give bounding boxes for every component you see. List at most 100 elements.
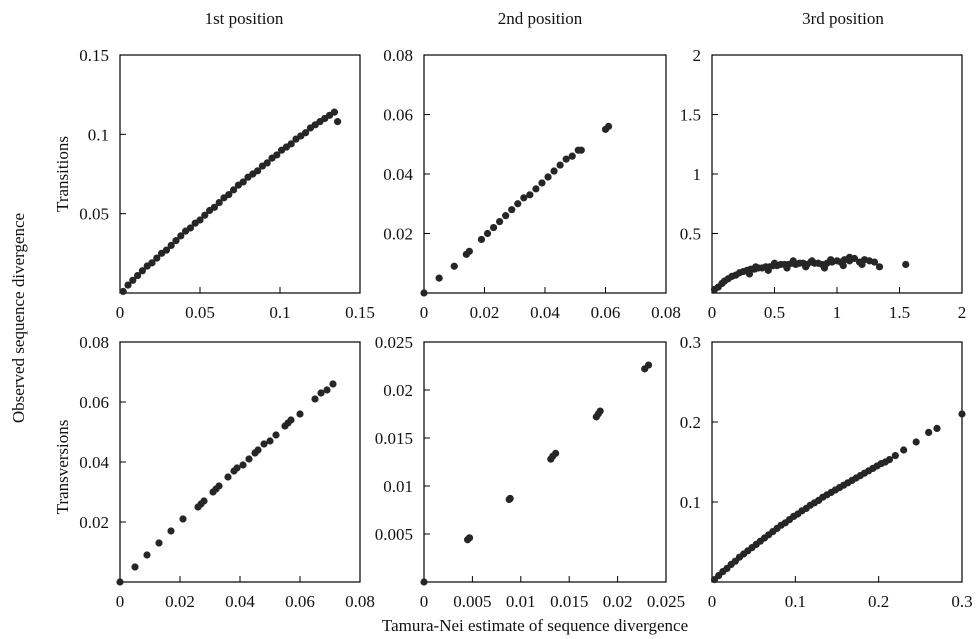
data-point xyxy=(224,473,232,481)
y-tick-label: 1.5 xyxy=(680,106,701,125)
data-point xyxy=(201,211,209,219)
x-tick-label: 0.01 xyxy=(506,592,536,611)
data-point xyxy=(514,200,522,208)
x-tick-label: 0 xyxy=(116,592,125,611)
y-tick-label: 0.01 xyxy=(383,477,413,496)
data-point xyxy=(506,494,514,503)
data-point xyxy=(420,578,428,586)
data-point xyxy=(129,276,137,284)
data-point xyxy=(167,241,175,249)
data-point xyxy=(420,289,428,297)
x-tick-label: 0.05 xyxy=(185,303,215,322)
data-point xyxy=(508,206,516,214)
data-point xyxy=(148,259,156,267)
data-point xyxy=(131,563,139,571)
data-point xyxy=(477,235,486,244)
x-tick-label: 0.015 xyxy=(550,592,588,611)
y-tick-label: 2 xyxy=(693,46,702,65)
x-tick-label: 0.025 xyxy=(647,592,685,611)
x-tick-label: 2 xyxy=(958,303,967,322)
points-transversions-1st xyxy=(116,380,337,586)
data-point xyxy=(116,578,124,586)
data-point xyxy=(489,223,498,232)
data-point xyxy=(210,203,218,211)
x-tick-label: 0.08 xyxy=(345,592,375,611)
y-tick-label: 0.06 xyxy=(383,106,413,125)
data-point xyxy=(465,247,473,255)
y-tick-label: 0.08 xyxy=(79,333,109,352)
column-title-1st: 1st position xyxy=(205,9,284,28)
y-tick-label: 0.2 xyxy=(680,413,701,432)
data-point xyxy=(177,232,185,240)
plot-frame xyxy=(119,54,361,294)
data-point xyxy=(925,428,933,436)
data-point xyxy=(802,263,810,271)
y-tick-label: 0.02 xyxy=(383,225,413,244)
data-point xyxy=(552,449,560,457)
data-point xyxy=(568,152,576,160)
x-tick-label: 0.06 xyxy=(591,303,621,322)
x-tick-label: 0.1 xyxy=(785,592,806,611)
panel-transversions-1st: 0 0.02 0.04 0.06 0.08 0.02 0.04 0.06 0.08 xyxy=(79,333,375,611)
data-point xyxy=(311,395,319,403)
data-point xyxy=(783,264,791,272)
data-point xyxy=(827,256,835,264)
column-title-3rd: 3rd position xyxy=(802,9,884,28)
data-point xyxy=(764,266,772,274)
data-point xyxy=(124,281,132,289)
data-point xyxy=(196,216,204,224)
y-tick-label: 0.025 xyxy=(375,333,413,352)
y-tick-label: 0.02 xyxy=(383,381,413,400)
x-tick-label: 0.5 xyxy=(764,303,785,322)
x-tick-label: 0 xyxy=(420,592,429,611)
x-tick-label: 0.1 xyxy=(269,303,290,322)
data-point xyxy=(958,410,966,418)
data-point xyxy=(138,267,146,275)
data-point xyxy=(162,246,170,254)
data-point xyxy=(933,424,941,432)
x-tick-label: 0.005 xyxy=(453,592,491,611)
data-point xyxy=(225,191,233,199)
y-tick-label: 0.04 xyxy=(383,165,413,184)
data-point xyxy=(556,161,564,169)
x-tick-label: 0.02 xyxy=(603,592,633,611)
data-point xyxy=(287,140,295,148)
x-tick-label: 0.2 xyxy=(868,592,889,611)
data-point xyxy=(153,254,161,262)
column-title-2nd: 2nd position xyxy=(498,9,583,28)
figure-ylabel: Observed sequence divergence xyxy=(9,213,28,423)
data-point xyxy=(330,108,338,116)
panel-transitions-3rd: 0 0.5 1 1.5 2 0.5 1 1.5 2 xyxy=(680,46,967,322)
figure-xlabel: Tamura-Nei estimate of sequence divergen… xyxy=(382,616,688,635)
data-point xyxy=(273,151,281,159)
y-tick-label: 0.04 xyxy=(79,453,109,472)
x-tick-label: 0 xyxy=(708,592,717,611)
data-point xyxy=(538,179,546,187)
data-point xyxy=(435,274,443,282)
data-point xyxy=(912,438,920,446)
data-point xyxy=(172,237,180,245)
data-point xyxy=(245,455,253,463)
x-tick-label: 0.08 xyxy=(651,303,681,322)
data-point xyxy=(891,452,899,460)
x-tick-label: 0.04 xyxy=(225,592,255,611)
plot-frame xyxy=(423,341,667,583)
data-point xyxy=(808,257,816,265)
data-point xyxy=(296,410,304,418)
y-tick-label: 0.02 xyxy=(79,513,109,532)
data-point xyxy=(272,431,280,439)
plot-frame xyxy=(423,54,667,294)
points-transitions-2nd xyxy=(420,122,613,297)
x-tick-label: 0.06 xyxy=(285,592,315,611)
data-point xyxy=(596,407,604,415)
data-point xyxy=(155,539,163,547)
y-tick-label: 0.06 xyxy=(79,393,109,412)
panel-transitions-1st: 0 0.05 0.1 0.15 0.05 0.1 0.15 xyxy=(79,46,375,322)
y-tick-label: 0.1 xyxy=(88,125,109,144)
data-point xyxy=(167,527,175,535)
panel-transversions-3rd: 0 0.1 0.2 0.3 0.1 0.2 0.3 xyxy=(680,333,973,611)
x-tick-label: 0 xyxy=(708,303,717,322)
data-point xyxy=(820,264,829,272)
y-tick-label: 0.05 xyxy=(79,205,109,224)
